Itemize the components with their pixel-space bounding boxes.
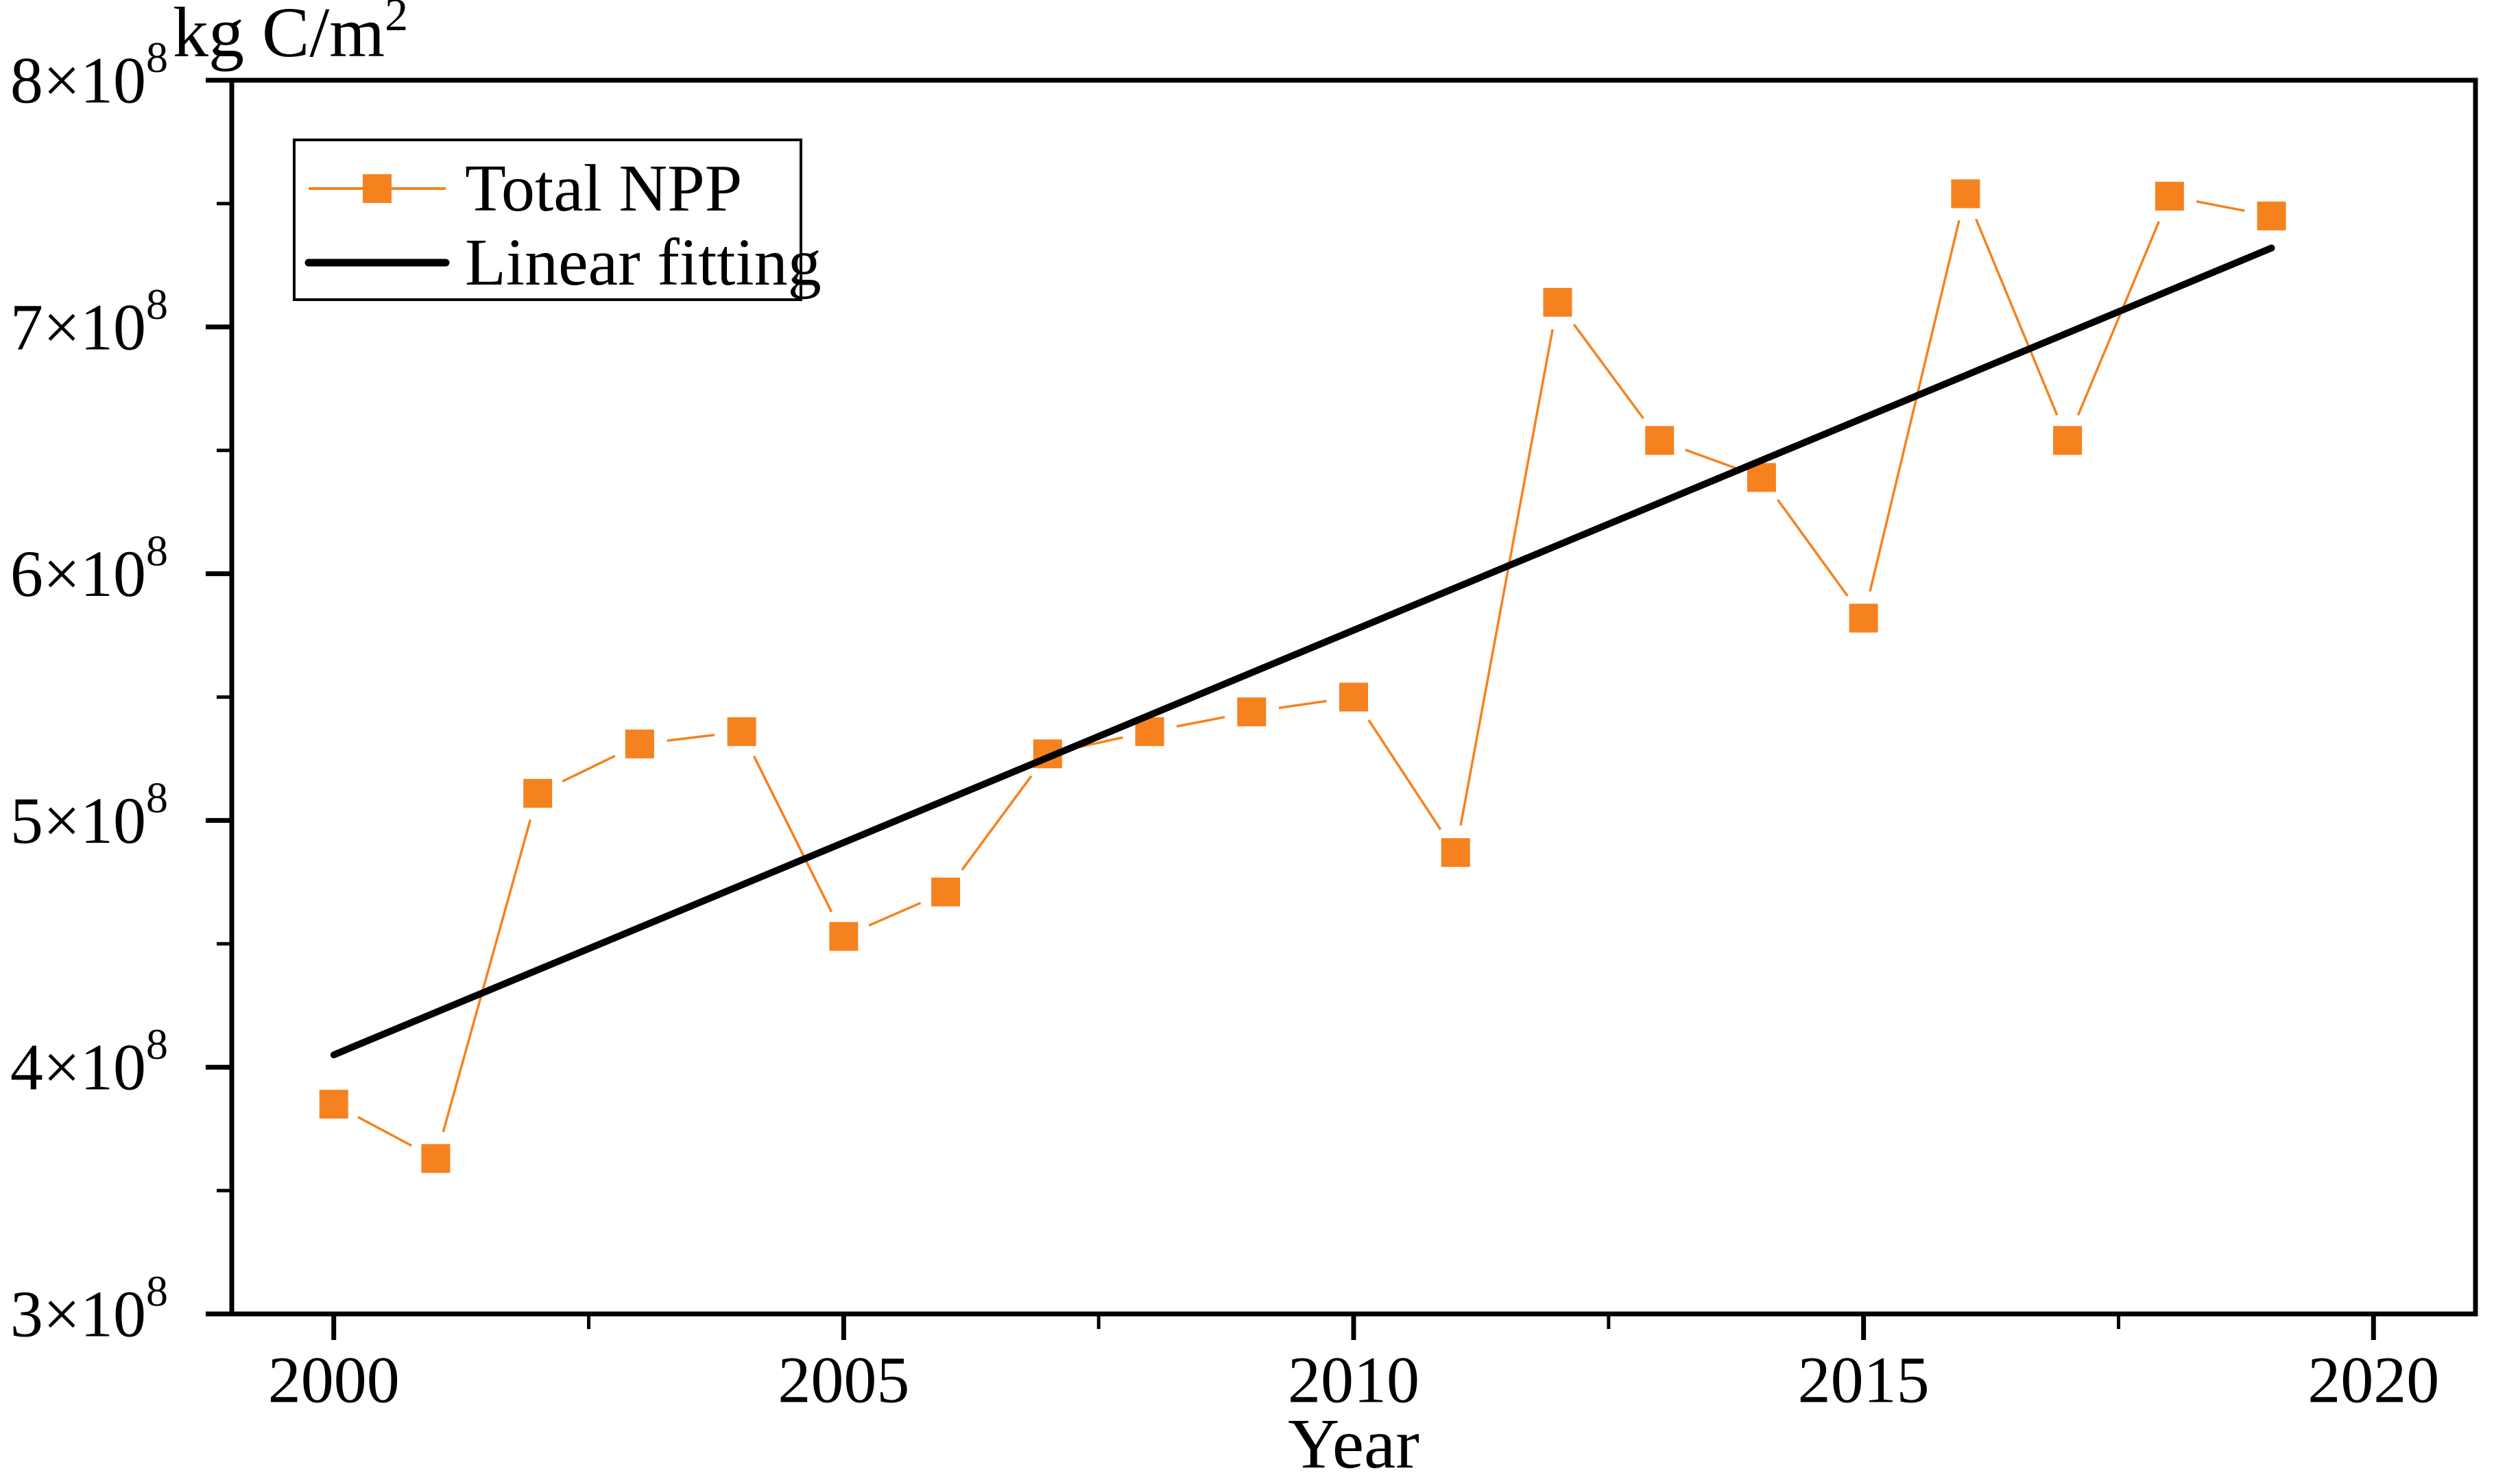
legend-label-linear-fitting: Linear fitting: [465, 226, 822, 300]
data-point-2018: [2155, 182, 2184, 211]
x-tick-label: 2000: [268, 1343, 400, 1417]
data-point-2001: [421, 1144, 451, 1173]
x-axis: 2000 2005 2010 2015 2020: [268, 1314, 2439, 1417]
x-tick-label: 2005: [778, 1343, 909, 1417]
npp-line-segment: [442, 819, 532, 1133]
npp-line-segment: [1278, 699, 1327, 710]
y-axis-unit-label: kg C/m2: [173, 0, 408, 72]
npp-line-segment: [1367, 719, 1442, 830]
npp-line-segment: [2196, 200, 2245, 213]
data-point-2004: [727, 717, 756, 746]
data-point-2015: [1849, 603, 1878, 633]
y-tick-label: 7×108: [10, 279, 168, 363]
x-tick-label: 2015: [1798, 1343, 1930, 1417]
npp-line-segment: [2076, 221, 2161, 416]
data-point-2012: [1543, 287, 1572, 317]
data-point-2002: [523, 778, 553, 808]
npp-line-segment: [1869, 219, 1961, 592]
y-tick-label: 4×108: [10, 1020, 168, 1104]
npp-line-segment: [752, 755, 833, 913]
series-total-npp: [319, 179, 2286, 1173]
npp-line-segment: [1572, 323, 1644, 420]
data-point-2000: [319, 1090, 348, 1119]
npp-line-segment: [357, 1116, 412, 1147]
npp-line-segment: [562, 754, 616, 782]
linear-fit-line: [330, 244, 2275, 1059]
x-tick-label: 2010: [1288, 1343, 1419, 1417]
data-point-2010: [1339, 682, 1368, 712]
npp-line-segment: [667, 733, 715, 742]
data-point-2009: [1237, 697, 1267, 727]
npp-line-segment: [868, 902, 922, 927]
legend-box: [293, 139, 802, 301]
series-linear-fitting: [330, 244, 2275, 1059]
data-point-2019: [2257, 201, 2286, 230]
data-point-2011: [1441, 838, 1470, 867]
npp-line-segment: [1975, 218, 2059, 416]
x-tick-label: 2020: [2307, 1343, 2439, 1417]
data-point-2006: [931, 877, 961, 907]
y-tick-label: 8×108: [10, 33, 168, 117]
y-axis-unit-exponent: 2: [385, 0, 408, 40]
npp-line-segment: [1459, 328, 1554, 826]
y-tick-label: 5×108: [10, 773, 168, 857]
npp-line-segment: [1685, 448, 1736, 470]
data-point-2003: [625, 729, 654, 758]
npp-line-segment: [1176, 715, 1225, 728]
data-point-2005: [829, 922, 859, 951]
x-axis-title: Year: [1288, 1404, 1419, 1483]
y-tick-label: 6×108: [10, 526, 168, 610]
y-axis: 3×108 4×108 5×108 6×108 7×108 8×108: [10, 33, 232, 1351]
data-point-2017: [2053, 426, 2083, 455]
legend-npp-marker-sample: [363, 174, 392, 203]
npp-line-segment: [961, 775, 1033, 871]
y-tick-label: 3×108: [10, 1267, 168, 1351]
npp-line-segment: [1776, 499, 1849, 597]
data-point-2013: [1645, 426, 1675, 455]
data-point-2016: [1951, 179, 1980, 208]
legend-label-total-npp: Total NPP: [465, 152, 742, 226]
